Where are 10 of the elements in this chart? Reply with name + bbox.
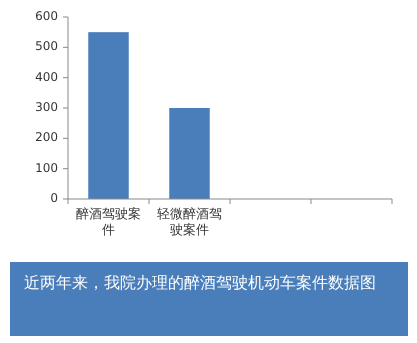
y-tick-label: 400: [34, 70, 58, 84]
text: 近两年来，我院办理的醉酒驾驶机动车案件数据图: [10, 262, 408, 336]
y-tick-label: 100: [34, 160, 58, 175]
y-tick-label: 300: [34, 100, 58, 114]
y-tick-label: 500: [34, 39, 58, 54]
y-tick-label: 600: [34, 9, 58, 23]
y-tick-label: 0: [49, 191, 58, 205]
x-tick-label: 醉酒驾驶案件: [75, 207, 142, 239]
x-tick-label: 轻微醉酒驾驶案件: [156, 207, 223, 239]
y-tick-label: 200: [34, 130, 58, 144]
